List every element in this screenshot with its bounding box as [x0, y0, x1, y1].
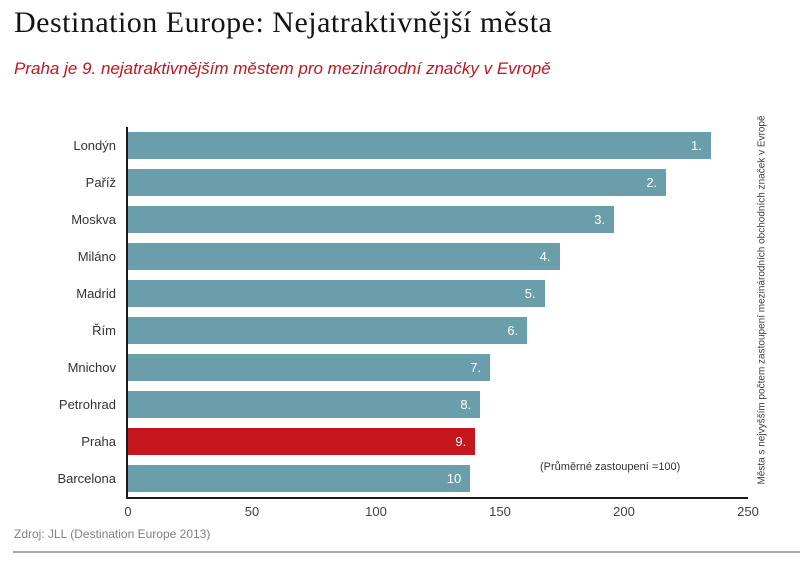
source-note: Zdroj: JLL (Destination Europe 2013)	[14, 527, 211, 541]
x-axis-tick-labels: 0 50 100 150 200 250	[124, 504, 758, 520]
category-label: Řím	[92, 323, 116, 338]
chart-annotation: (Průměrné zastoupení =100)	[540, 461, 681, 473]
chart-rows: Londýn 1. Paříž 2. Moskva 3. Miláno 4. Madrid 5. Ř…	[57, 127, 748, 497]
chart-bar: 9.	[128, 428, 476, 455]
chart-row: Miláno 4.	[78, 238, 748, 275]
chart-row: Praha 9.	[81, 423, 748, 460]
chart-row: Petrohrad 8.	[59, 386, 748, 423]
x-axis-tick-label: 200	[613, 504, 635, 519]
category-label: Paříž	[85, 175, 116, 190]
page-subtitle: Praha je 9. nejatraktivnějším městem pro…	[14, 59, 551, 78]
chart-row: Řím 6.	[92, 312, 748, 349]
chart-bar: 4.	[128, 243, 560, 270]
category-label: Petrohrad	[58, 397, 116, 412]
right-axis-label: Města s nejvyšším počtem zastoupení mezi…	[756, 115, 768, 485]
page-title: Destination Europe: Nejatraktivnější měs…	[14, 6, 553, 39]
category-label: Barcelona	[57, 471, 116, 486]
chart-row: Paříž 2.	[86, 164, 748, 201]
category-label: Miláno	[77, 249, 116, 264]
chart-bar: 5.	[128, 280, 545, 307]
bar-rank-label: 6.	[507, 323, 519, 338]
chart-bar: 7.	[128, 354, 491, 381]
x-axis-tick-label: 250	[737, 504, 759, 519]
category-label: Moskva	[71, 212, 116, 227]
x-axis-tick-label: 150	[489, 504, 511, 519]
bar-rank-label: 3.	[594, 212, 606, 227]
bottom-divider	[13, 551, 800, 553]
bar-rank-label: 1.	[690, 138, 702, 153]
chart-row: Moskva 3.	[71, 201, 748, 238]
category-label: Madrid	[76, 286, 116, 301]
bar-rank-label: 5.	[524, 286, 536, 301]
bar-rank-label: 8.	[460, 397, 472, 412]
bar-rank-label: 7.	[470, 360, 482, 375]
x-axis-tick-label: 50	[244, 504, 260, 519]
chart-row: Londýn 1.	[73, 127, 748, 164]
bar-chart-plot-area: Londýn 1. Paříž 2. Moskva 3. Miláno 4. Madrid 5. Ř…	[57, 127, 759, 519]
x-axis-line	[126, 497, 748, 499]
x-axis-tick-label: 0	[124, 504, 132, 519]
chart-bar: 8.	[128, 391, 481, 418]
chart-row: Mnichov 7.	[68, 349, 748, 386]
bar-rank-label: 10	[446, 471, 462, 486]
chart-bar: 10	[128, 465, 471, 492]
chart-bar: 3.	[128, 206, 615, 233]
chart-bar: 6.	[128, 317, 528, 344]
y-axis-line	[126, 127, 128, 499]
bar-rank-label: 2.	[646, 175, 658, 190]
chart-bar: 2.	[128, 169, 667, 196]
x-axis-tick-label: 100	[365, 504, 387, 519]
chart-row: Madrid 5.	[76, 275, 748, 312]
chart-row: Barcelona 10	[57, 460, 748, 497]
category-label: Mnichov	[67, 360, 116, 375]
category-label: Londýn	[73, 138, 116, 153]
bar-rank-label: 9.	[455, 434, 467, 449]
category-label: Praha	[81, 434, 116, 449]
chart-bar: 1.	[128, 132, 711, 159]
bar-rank-label: 4.	[539, 249, 551, 264]
